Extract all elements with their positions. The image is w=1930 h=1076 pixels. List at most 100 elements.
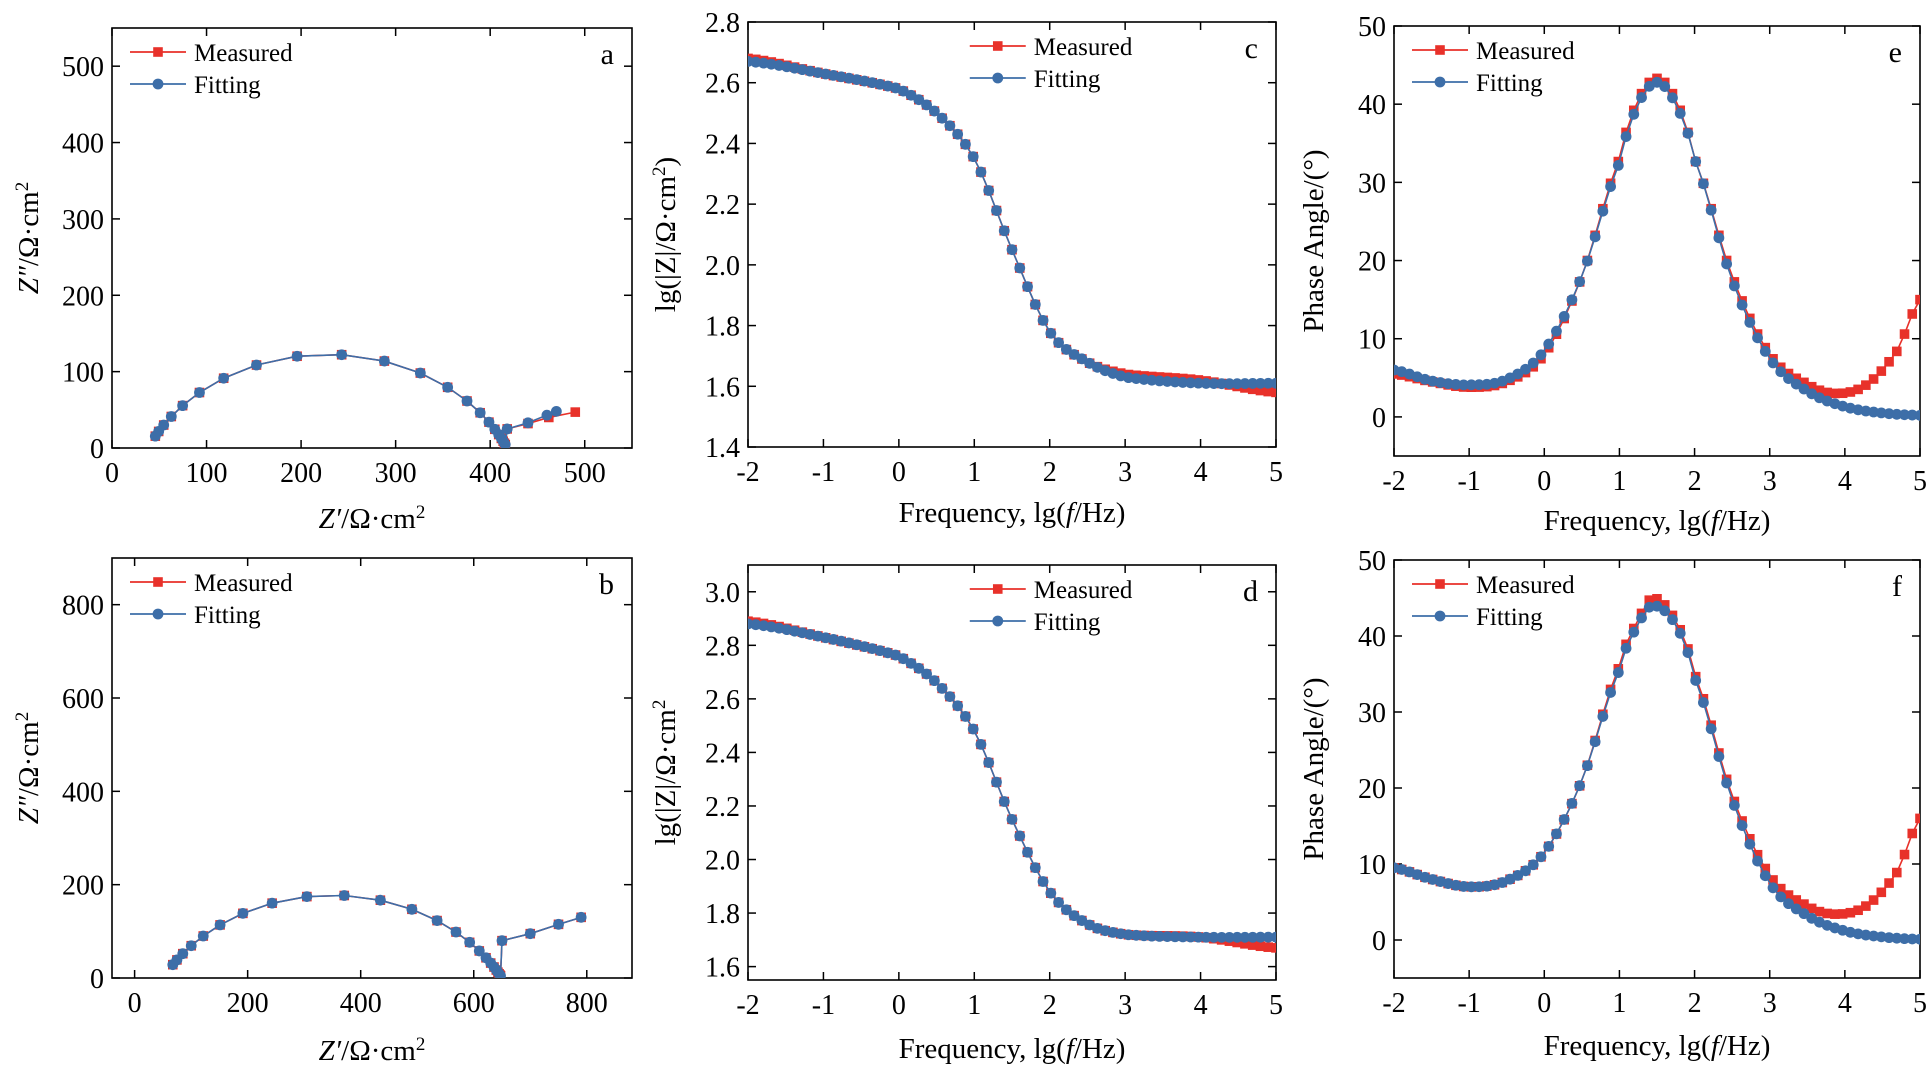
y-tick-label: 3.0 — [705, 578, 740, 609]
measured-point — [1907, 828, 1918, 839]
fitting-point — [431, 915, 443, 926]
measured-point — [1899, 849, 1910, 860]
fitting-point — [921, 99, 932, 111]
panel-label: d — [1243, 575, 1258, 608]
legend: Measured Fitting — [1412, 38, 1575, 97]
series-measured — [150, 349, 581, 448]
y-tick-label: 2.4 — [705, 129, 740, 160]
fitting-point — [991, 205, 1002, 216]
fitting-point — [1029, 299, 1041, 310]
x-axis-title: Z′/Ω·cm2 — [319, 1034, 426, 1068]
legend: Measured Fitting — [1412, 572, 1575, 631]
fitting-point — [1520, 865, 1531, 877]
fitting-point — [336, 349, 348, 361]
legend: Measured Fitting — [130, 570, 293, 629]
fitting-point — [1535, 851, 1547, 863]
fitting-point — [1014, 830, 1026, 842]
fitting-point — [524, 928, 536, 940]
legend-label: Fitting — [194, 602, 261, 629]
fitting-point — [1138, 930, 1150, 942]
fitting-point — [1177, 931, 1189, 943]
measured-point — [1891, 346, 1902, 357]
fitting-point — [1659, 81, 1671, 92]
measured-point — [1752, 849, 1763, 860]
fitting-point — [1527, 859, 1539, 871]
fitting-point — [1558, 814, 1570, 825]
plot-frame — [747, 564, 1277, 981]
fitting-point — [944, 691, 956, 703]
measured-point — [1768, 875, 1778, 885]
legend: Measured Fitting — [130, 40, 293, 99]
x-tick-label: -1 — [812, 990, 835, 1021]
legend-marker — [992, 41, 1003, 51]
measured-point — [1822, 908, 1832, 919]
y-tick-label: 1.8 — [705, 899, 740, 930]
measured-point — [1907, 309, 1918, 319]
legend-label: Measured — [1476, 38, 1575, 65]
measured-point — [1240, 939, 1250, 949]
fitting-point — [1527, 357, 1539, 369]
fitting-point — [1053, 337, 1064, 349]
measured-point — [1271, 387, 1276, 398]
x-tick-label: 200 — [280, 458, 322, 489]
y-tick-label: 100 — [62, 358, 104, 389]
fitting-point — [1208, 378, 1220, 390]
legend-marker — [1434, 610, 1446, 622]
fitting-point — [301, 891, 313, 902]
fitting-point — [991, 776, 1002, 788]
x-tick-label: 2 — [1688, 466, 1702, 497]
fitting-point — [1690, 675, 1702, 686]
fitting-point — [1612, 667, 1624, 678]
series-fitting — [149, 349, 562, 448]
fitting-point — [1798, 383, 1810, 395]
fitting-point — [1736, 820, 1748, 831]
fitting-point — [1698, 178, 1709, 190]
measured-point — [1845, 907, 1856, 918]
fitting-point — [913, 662, 925, 674]
fitting-point — [1068, 910, 1080, 922]
fitting-point — [1006, 813, 1018, 825]
legend-label: Fitting — [194, 72, 261, 99]
fitting-point — [1566, 294, 1578, 306]
fitting-point — [1037, 314, 1049, 326]
panel-label: e — [1889, 36, 1902, 69]
fitting-point — [378, 355, 390, 367]
fitting-point — [1628, 626, 1640, 638]
series-line-fitting — [748, 623, 1276, 939]
measured-point — [1247, 940, 1258, 950]
fitting-point — [1759, 346, 1771, 357]
measured-point — [1915, 813, 1920, 824]
x-tick-label: 5 — [1913, 988, 1927, 1019]
measured-point — [1868, 374, 1879, 384]
x-tick-label: 3 — [1118, 990, 1132, 1021]
fitting-point — [1690, 156, 1702, 167]
fitting-point — [1891, 408, 1903, 420]
fitting-point — [501, 423, 513, 435]
fitting-point — [1752, 855, 1763, 867]
fitting-point — [1744, 838, 1756, 850]
fitting-point — [1790, 378, 1802, 390]
x-tick-label: 5 — [1269, 990, 1283, 1021]
chart-panel-b: 0 200 400 600 800 0 200 400 600 800 Z′/Ω·cm2 Z″/Ω·c… — [12, 557, 633, 1068]
legend-marker — [1435, 579, 1445, 589]
fitting-point — [1535, 349, 1547, 361]
x-tick-label: 500 — [564, 458, 606, 489]
fitting-point — [1574, 276, 1586, 288]
measured-point — [1837, 909, 1848, 919]
x-tick-label: 100 — [186, 458, 228, 489]
chart-panel-d: -2 -1 0 1 2 3 4 5 1.6 1.8 2.0 2.2 2.4 2.6 2.8 3.0 Freque… — [649, 564, 1283, 1065]
fitting-point — [1636, 612, 1647, 624]
series-line-measured — [1394, 597, 1920, 915]
measured-point — [1775, 883, 1786, 894]
x-tick-label: 1 — [1612, 466, 1626, 497]
fitting-point — [1130, 929, 1142, 941]
y-axis-title: Phase Angle/(°) — [1298, 149, 1330, 332]
fitting-point — [496, 935, 508, 947]
legend-label: Fitting — [1476, 70, 1543, 97]
fitting-point — [1045, 327, 1057, 339]
measured-point — [1837, 388, 1848, 399]
measured-point — [1247, 384, 1258, 395]
measured-point — [1915, 294, 1920, 305]
fitting-point — [1045, 887, 1057, 899]
y-tick-label: 1.4 — [705, 433, 740, 464]
